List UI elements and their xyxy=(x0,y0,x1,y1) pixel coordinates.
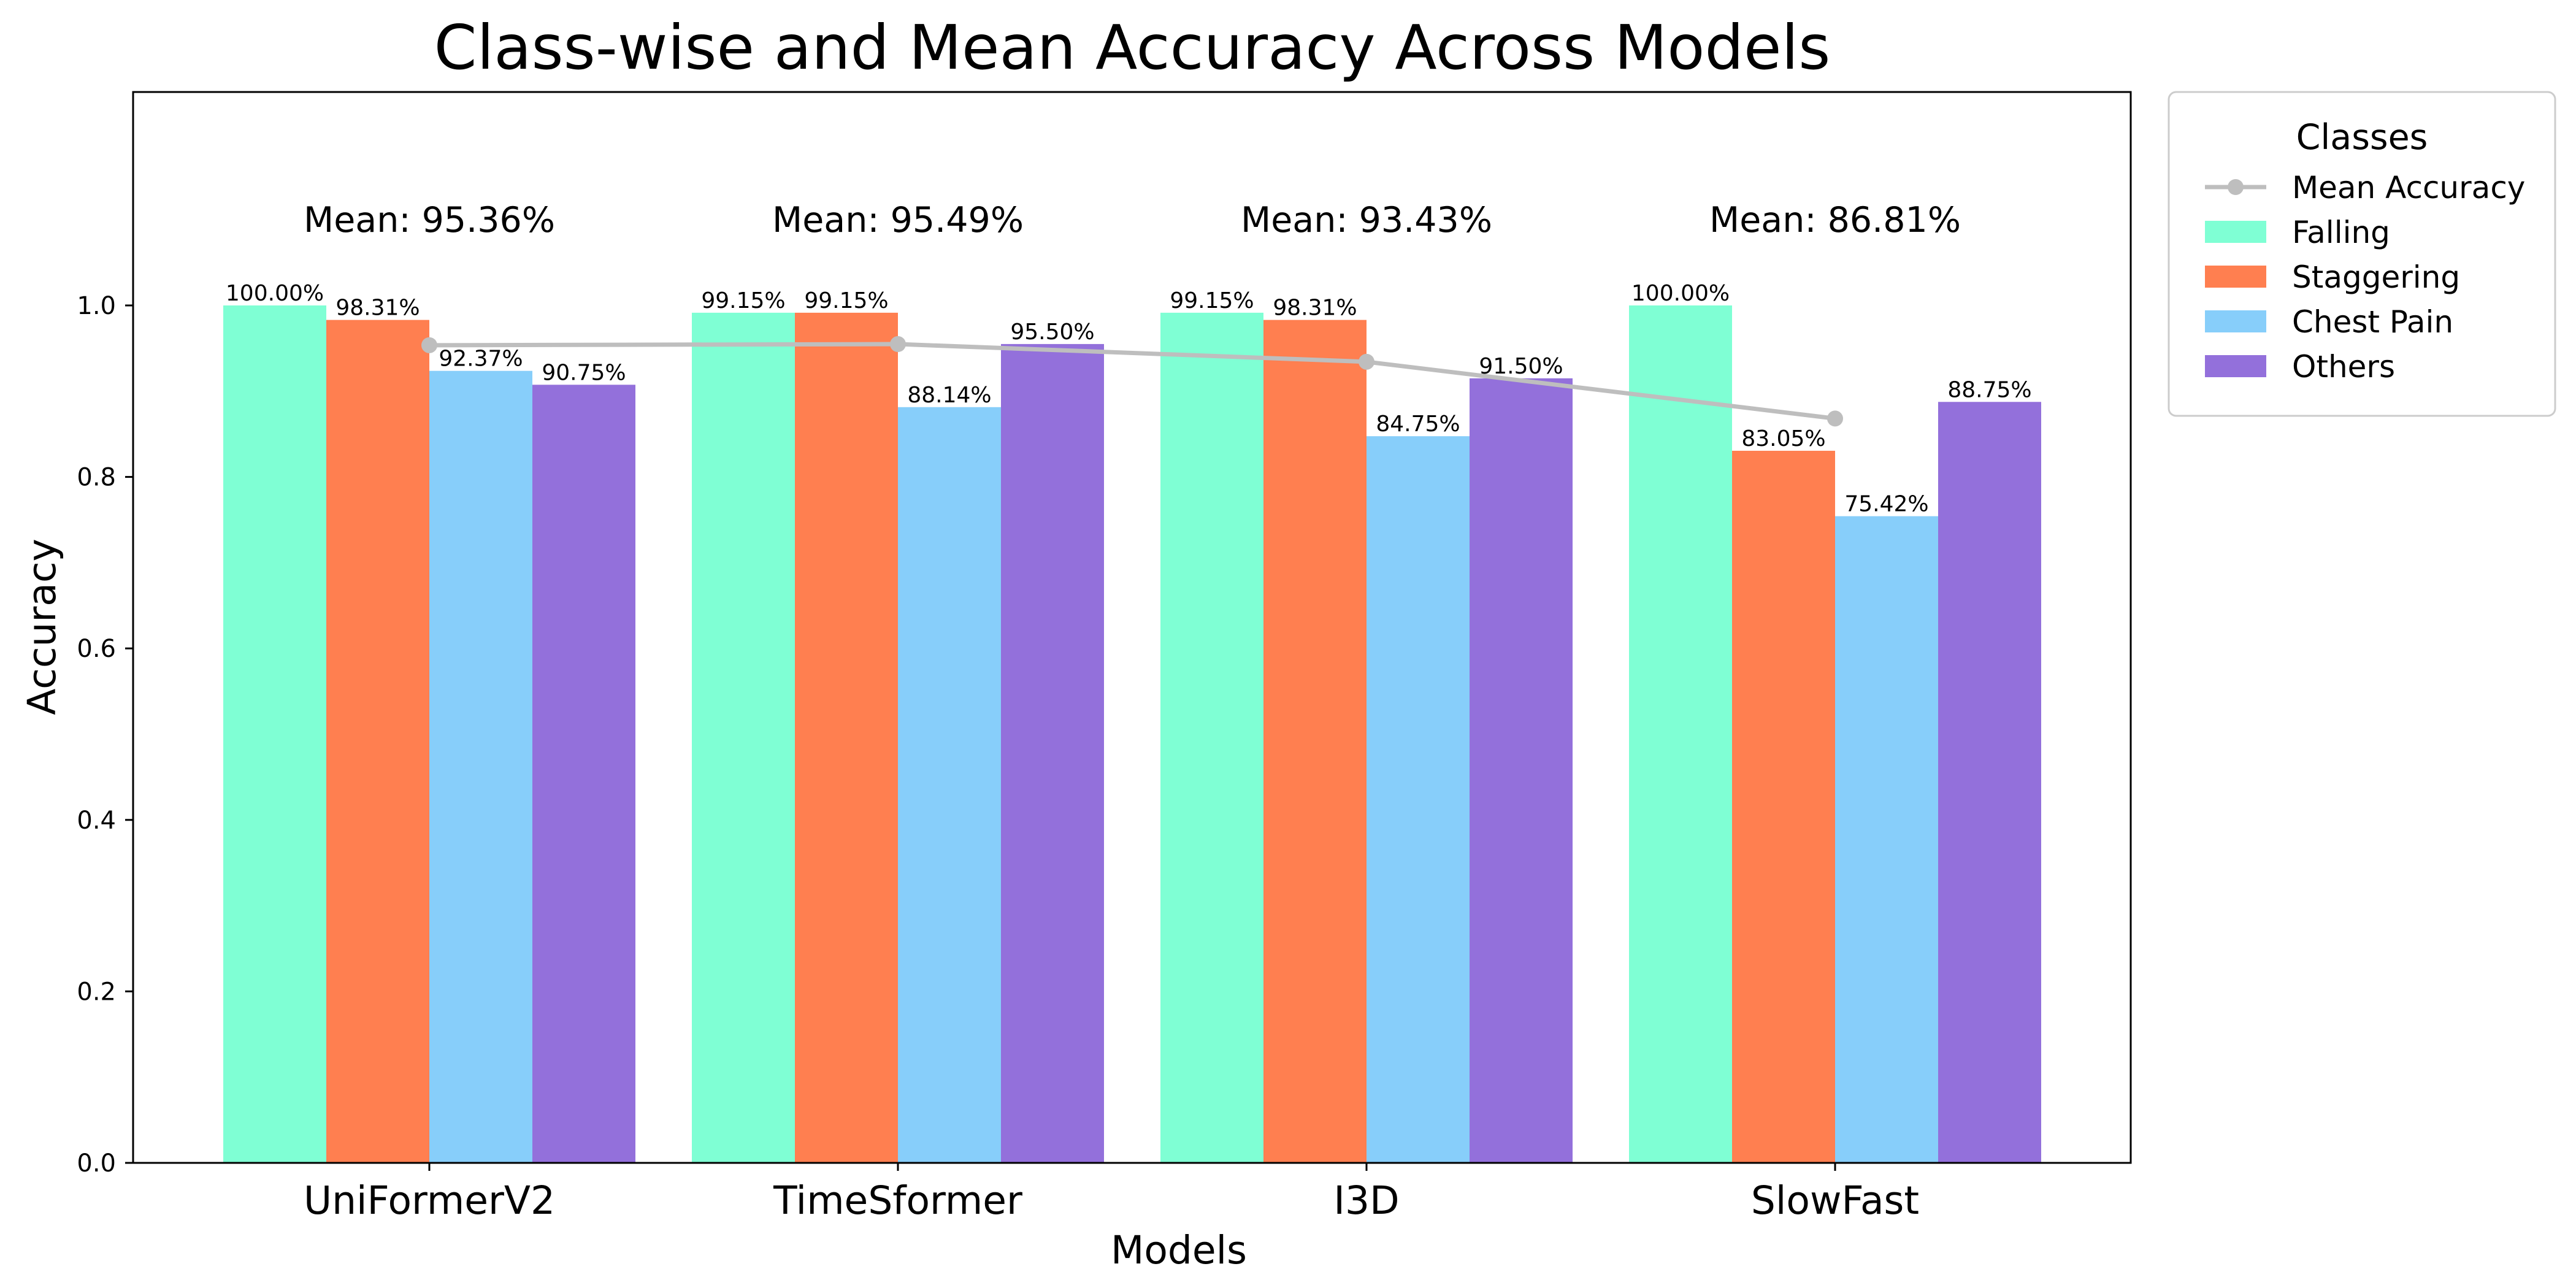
x-axis: UniFormerV2 TimeSformer I3D SlowFast xyxy=(304,1163,1919,1223)
bar-label-others-i3d: 91.50% xyxy=(1479,354,1563,379)
legend-swatch-falling xyxy=(2205,221,2266,243)
bar-label-staggering-i3d: 98.31% xyxy=(1273,296,1357,321)
bar-label-chest-pain-i3d: 84.75% xyxy=(1376,412,1460,437)
bar-chest-pain-uniformerv2 xyxy=(429,370,532,1163)
legend-frame xyxy=(2168,91,2556,417)
legend-swatch-staggering xyxy=(2205,266,2266,288)
bar-label-others-uniformerv2: 90.75% xyxy=(542,360,626,385)
mean-annotation-slowfast: Mean: 86.81% xyxy=(1709,200,1961,240)
mean-annotation-uniformerv2: Mean: 95.36% xyxy=(304,200,555,240)
bar-chest-pain-i3d xyxy=(1367,436,1470,1163)
y-tick-label-0.0: 0.0 xyxy=(77,1149,116,1178)
y-axis-label: Accuracy xyxy=(20,539,64,715)
bar-label-falling-i3d: 99.15% xyxy=(1170,288,1254,313)
legend-label-staggering: Staggering xyxy=(2292,259,2460,295)
legend-marker-mean-accuracy xyxy=(2228,179,2244,195)
y-tick-label-0.6: 0.6 xyxy=(77,635,116,663)
legend-label-falling: Falling xyxy=(2292,215,2390,250)
bar-falling-uniformerv2 xyxy=(223,305,326,1163)
x-axis-label: Models xyxy=(1111,1228,1247,1273)
bar-label-staggering-slowfast: 83.05% xyxy=(1741,426,1825,451)
bar-staggering-i3d xyxy=(1263,320,1367,1163)
bar-others-timesformer xyxy=(1001,343,1104,1163)
bar-others-uniformerv2 xyxy=(532,385,635,1163)
bar-falling-slowfast xyxy=(1629,305,1732,1163)
bar-label-staggering-uniformerv2: 98.31% xyxy=(335,296,420,321)
chart-marks: 100.00% 99.15% 99.15% 100.00% 98.31% 99.15% 98… xyxy=(223,200,2041,1163)
bar-chest-pain-timesformer xyxy=(898,407,1001,1163)
chart-title: Class-wise and Mean Accuracy Across Mode… xyxy=(434,12,1831,83)
legend-swatch-chest-pain xyxy=(2205,310,2266,332)
mean-point-slowfast xyxy=(1827,410,1843,427)
bar-others-i3d xyxy=(1470,378,1573,1163)
legend-title: Classes xyxy=(2296,117,2428,158)
y-tick-label-0.8: 0.8 xyxy=(77,464,116,492)
bar-falling-timesformer xyxy=(692,312,795,1163)
mean-accuracy-line xyxy=(429,342,1836,421)
legend-label-others: Others xyxy=(2292,349,2395,385)
legend-label-mean-accuracy: Mean Accuracy xyxy=(2292,170,2525,205)
bar-label-others-slowfast: 88.75% xyxy=(1947,377,2031,402)
bar-label-chest-pain-slowfast: 75.42% xyxy=(1844,492,1928,517)
y-tick-label-1.0: 1.0 xyxy=(77,292,116,320)
bar-label-falling-slowfast: 100.00% xyxy=(1631,281,1730,306)
bar-others-slowfast xyxy=(1938,402,2041,1163)
bar-chest-pain-slowfast xyxy=(1835,516,1938,1163)
bar-label-staggering-timesformer: 99.15% xyxy=(804,288,888,313)
mean-point-timesformer xyxy=(890,336,906,353)
bar-label-falling-timesformer: 99.15% xyxy=(701,288,785,313)
bar-label-others-timesformer: 95.50% xyxy=(1010,320,1094,345)
bar-label-chest-pain-timesformer: 88.14% xyxy=(907,383,991,408)
x-tick-label-slowfast: SlowFast xyxy=(1751,1178,1919,1223)
x-tick-label-timesformer: TimeSformer xyxy=(773,1178,1022,1223)
bar-staggering-timesformer xyxy=(795,312,898,1163)
mean-annotation-timesformer: Mean: 95.49% xyxy=(772,200,1024,240)
mean-annotation-i3d: Mean: 93.43% xyxy=(1241,200,1492,240)
bar-label-chest-pain-uniformerv2: 92.37% xyxy=(439,347,523,372)
mean-point-i3d xyxy=(1359,353,1374,370)
y-tick-label-0.4: 0.4 xyxy=(77,807,116,835)
y-axis: 0.0 0.2 0.4 0.6 0.8 1.0 xyxy=(77,292,133,1178)
legend-swatch-others xyxy=(2205,355,2266,377)
bar-label-falling-uniformerv2: 100.00% xyxy=(226,281,324,306)
bar-staggering-slowfast xyxy=(1732,450,1835,1163)
plot-frame xyxy=(132,91,2132,1164)
x-tick-label-uniformerv2: UniFormerV2 xyxy=(304,1178,555,1223)
legend-label-chest-pain: Chest Pain xyxy=(2292,304,2453,340)
legend: Classes Mean Accuracy Falling Staggering Ch… xyxy=(2168,91,2556,417)
x-tick-label-i3d: I3D xyxy=(1333,1178,1399,1223)
bar-falling-i3d xyxy=(1160,312,1263,1163)
bar-staggering-uniformerv2 xyxy=(326,320,429,1163)
mean-point-uniformerv2 xyxy=(421,337,437,353)
y-tick-label-0.2: 0.2 xyxy=(77,978,116,1006)
